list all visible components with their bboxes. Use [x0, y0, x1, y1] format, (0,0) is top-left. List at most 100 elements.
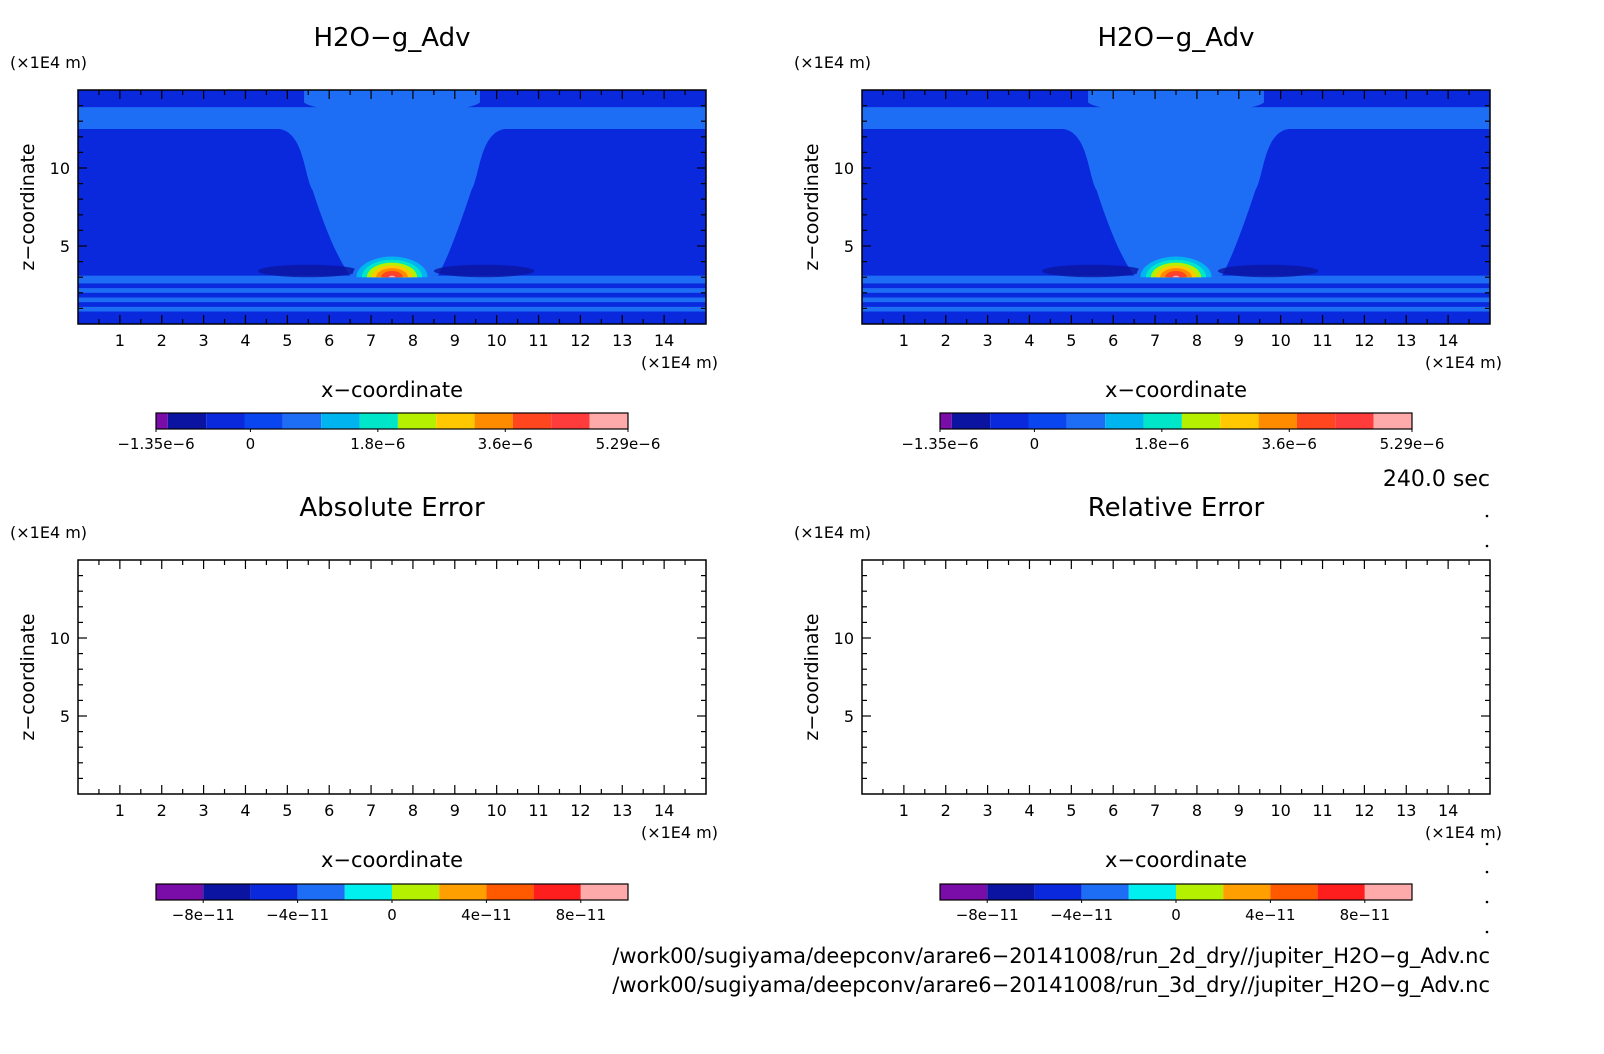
x-unit-label: (×1E4 m)	[641, 823, 718, 842]
colorbar-label: 3.6e−6	[478, 435, 533, 453]
x-tick-label: 12	[570, 801, 590, 820]
field-stripe	[862, 288, 1490, 293]
x-tick-label: 12	[1354, 801, 1374, 820]
field-band-upper	[862, 107, 1490, 129]
colorbar-cell	[474, 413, 513, 429]
colorbar-label: −8e−11	[956, 906, 1019, 924]
x-tick-label: 4	[240, 331, 250, 350]
x-tick-label: 3	[199, 331, 209, 350]
colorbar-cell	[244, 413, 283, 429]
field-dark-blob	[1217, 264, 1319, 278]
colorbar-label: −1.35e−6	[117, 435, 194, 453]
x-tick-label: 4	[1024, 801, 1034, 820]
x-tick-label: 2	[157, 331, 167, 350]
x-tick-label: 11	[528, 801, 548, 820]
x-tick-label: 14	[1438, 331, 1458, 350]
panel-3: Absolute Error(×1E4 m)1 2 3 4 5 6 7 8 9 10 11 12 13 1…	[10, 493, 718, 924]
colorbar-cell	[156, 413, 168, 429]
y-tick-label: 10	[834, 159, 854, 178]
y-tick-label: 5	[60, 237, 70, 256]
x-tick-label: 9	[450, 331, 460, 350]
x-tick-label: 13	[1396, 331, 1416, 350]
colorbar-cell	[940, 884, 988, 900]
x-tick-label: 4	[1024, 331, 1034, 350]
x-tick-label: 10	[1270, 801, 1290, 820]
x-tick-label: 13	[1396, 801, 1416, 820]
x-tick-label: 10	[1270, 331, 1290, 350]
colorbar-label: 8e−11	[1340, 906, 1390, 924]
colorbar-cell	[359, 413, 398, 429]
field-stripe	[862, 275, 1490, 284]
colorbar-cell	[990, 413, 1029, 429]
colorbar-label: −4e−11	[1050, 906, 1113, 924]
field-funnel	[278, 129, 506, 276]
colorbar-cell	[436, 413, 475, 429]
y-tick-label: 10	[834, 629, 854, 648]
x-tick-label: 8	[1192, 331, 1202, 350]
colorbar-cell	[156, 884, 204, 900]
x-tick-label: 6	[324, 331, 334, 350]
x-tick-label: 13	[612, 331, 632, 350]
colorbar-cell	[1364, 884, 1412, 900]
colorbar-cell	[951, 413, 991, 429]
colorbar-cell	[439, 884, 487, 900]
x-tick-label: 14	[1438, 801, 1458, 820]
y-tick-label: 10	[50, 159, 70, 178]
x-tick-label: 12	[1354, 331, 1374, 350]
colorbar: −8e−11 −4e−11 0 4e−11 8e−11	[939, 883, 1413, 924]
field-stripe	[862, 306, 1490, 312]
contour-field	[78, 90, 706, 324]
colorbar-cell	[1317, 884, 1365, 900]
x-tick-label: 9	[450, 801, 460, 820]
x-tick-label: 9	[1234, 801, 1244, 820]
panel-1: H2O−g_Adv(×1E4 m)1 2 3 4 5 6 7 8 9 10 11 12 13 14510(…	[10, 23, 718, 453]
colorbar-cell	[297, 884, 345, 900]
colorbar-label: 0	[1030, 435, 1040, 453]
colorbar-cell	[1335, 413, 1374, 429]
colorbar-cell	[1373, 413, 1412, 429]
field-dark-blob	[258, 264, 359, 278]
colorbar-cell	[1223, 884, 1271, 900]
x-unit-label: (×1E4 m)	[641, 353, 718, 372]
colorbar-cell	[1066, 413, 1106, 429]
x-tick-label: 2	[157, 801, 167, 820]
x-tick-label: 1	[115, 801, 125, 820]
y-unit-label: (×1E4 m)	[794, 53, 871, 72]
colorbar-cell	[512, 413, 552, 429]
colorbar-cell	[1105, 413, 1144, 429]
colorbar-cell	[1296, 413, 1336, 429]
x-tick-label: 2	[941, 331, 951, 350]
colorbar-cell	[1220, 413, 1259, 429]
x-tick-label: 3	[983, 331, 993, 350]
x-tick-label: 6	[1108, 801, 1118, 820]
chart-title: H2O−g_Adv	[313, 23, 470, 53]
colorbar-label: 0	[387, 906, 397, 924]
x-tick-label: 8	[1192, 801, 1202, 820]
file-path-2: /work00/sugiyama/deepconv/arare6−2014100…	[612, 973, 1490, 998]
panel-4: Relative Error(×1E4 m)1 2 3 4 5 6 7 8 9 10 11 12 13 1…	[794, 493, 1502, 924]
colorbar-label: 1.8e−6	[350, 435, 405, 453]
field-dark-blob	[433, 264, 535, 278]
chart-title: Absolute Error	[299, 493, 485, 523]
colorbar-label: 1.8e−6	[1134, 435, 1189, 453]
colorbar-cell	[589, 413, 628, 429]
x-tick-label: 7	[366, 801, 376, 820]
x-tick-label: 6	[324, 801, 334, 820]
colorbar-label: −4e−11	[266, 906, 329, 924]
colorbar-cell	[1028, 413, 1067, 429]
colorbar-label: 0	[1171, 906, 1181, 924]
field-stripe	[78, 297, 706, 303]
plot-frame	[861, 559, 1491, 795]
colorbar: −1.35e−6 0 1.8e−6 3.6e−6 5.29e−6	[117, 412, 661, 453]
panel-2: H2O−g_Adv(×1E4 m)1 2 3 4 5 6 7 8 9 10 11 12 13 14510(…	[794, 23, 1502, 453]
colorbar-label: −1.35e−6	[901, 435, 978, 453]
colorbar-cell	[392, 884, 440, 900]
field-top-cap	[304, 90, 480, 109]
colorbar-cell	[206, 413, 245, 429]
y-tick-label: 5	[60, 707, 70, 726]
colorbar-cell	[1270, 884, 1318, 900]
x-axis-label: x−coordinate	[321, 378, 463, 402]
colorbar-cell	[987, 884, 1035, 900]
colorbar-label: 5.29e−6	[596, 435, 661, 453]
